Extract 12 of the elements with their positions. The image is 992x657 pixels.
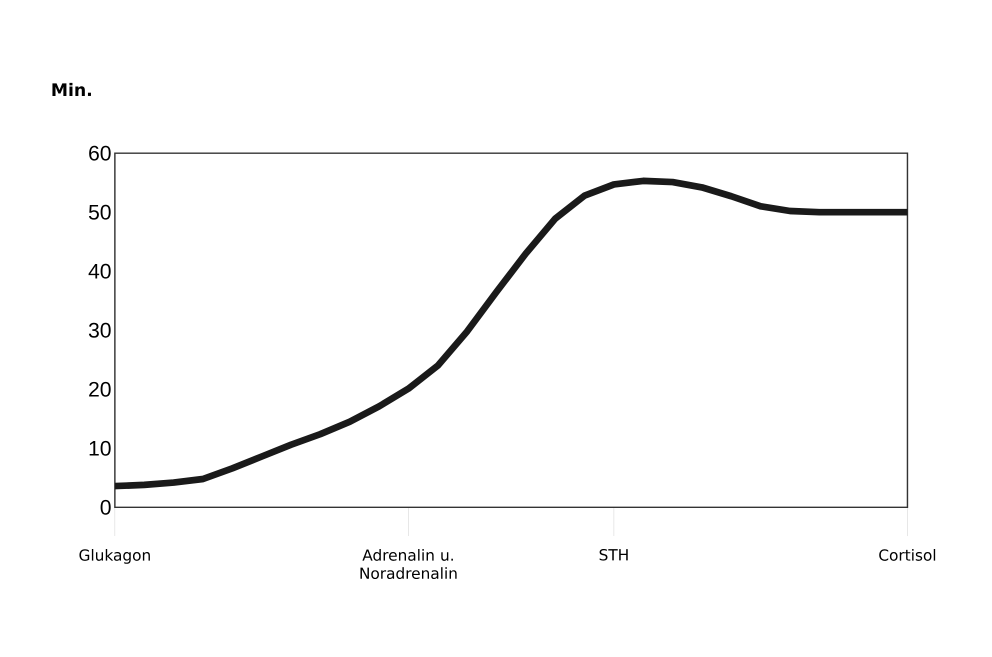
y-tick-label: 0 — [100, 500, 111, 515]
y-tick-label: 40 — [88, 264, 111, 279]
x-tick-label: Adrenalin u. Noradrenalin — [360, 549, 457, 580]
y-tick-label: 50 — [88, 204, 111, 220]
x-tick-label: Glukagon — [79, 549, 150, 564]
x-tick-label: STH — [600, 549, 628, 561]
y-tick-label: 20 — [89, 382, 111, 397]
x-tick-label: Cortisol — [879, 549, 936, 562]
y-tick-label: 60 — [89, 146, 111, 161]
y-axis-title: Min. — [52, 83, 91, 96]
y-tick-label: 10 — [90, 441, 111, 456]
y-tick-label: 30 — [88, 322, 111, 338]
